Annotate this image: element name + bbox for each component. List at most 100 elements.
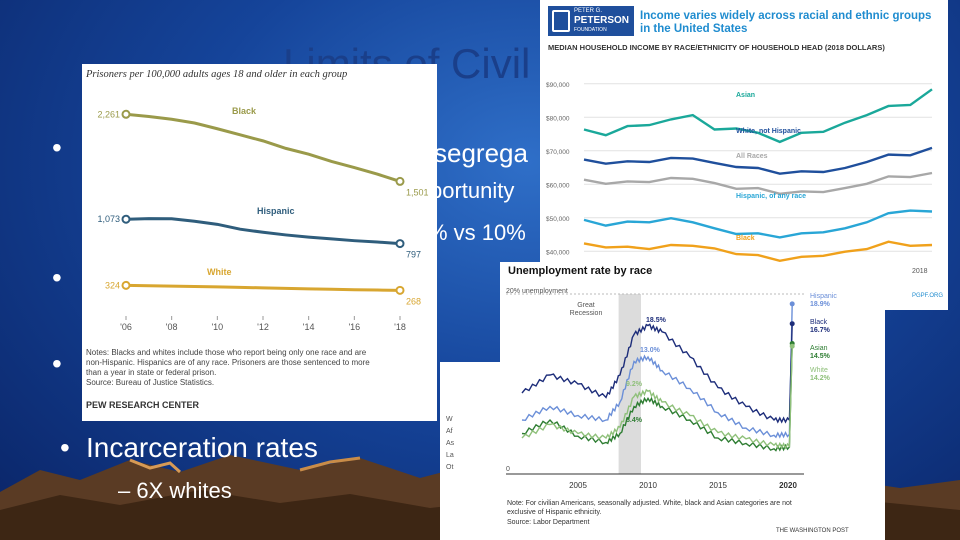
prison-end-label: 268 [406,296,421,306]
unemployment-end-point [789,343,795,349]
bullet-incarceration: • Incarceration rates [60,432,318,464]
prison-x-tick: '16 [348,322,360,332]
legend-item: As [446,440,455,447]
income-series-line [583,88,933,144]
prison-x-tick: '14 [303,322,315,332]
income-series-label: Hispanic, of any race [736,193,806,200]
unemployment-legend: W Af As La Ot [446,414,454,474]
prison-x-tick: '08 [166,322,178,332]
pew-credit: PEW RESEARCH CENTER [86,400,200,410]
income-y-tick: $50,000 [546,216,570,223]
prison-start-label: 2,261 [97,109,120,119]
wapo-credit: THE WASHINGTON POST [776,528,849,534]
prison-notes: Notes: Blacks and whites include those w… [86,348,431,388]
prison-series-name: Black [232,106,257,116]
sub-bullet-6x-whites: – 6X whites [118,478,232,503]
unemployment-end-label: 14.2% [810,375,831,382]
unemployment-peak-label: 18.5% [646,317,667,324]
income-chart-panel: PETER G. PETERSON FOUNDATION Income vari… [540,0,948,310]
unemployment-y-zero: 0 [506,466,510,473]
unemployment-chart-panel: Unemployment rate by race 20% unemployme… [440,262,885,540]
prison-series-name: White [207,267,232,277]
unemployment-notes: Note: For civilian Americans, seasonally… [507,500,792,516]
unemployment-end-point [789,321,795,327]
bullet-1-sub-2-fragment: % vs 10% [428,220,526,245]
unemployment-panel-bg [440,262,885,540]
peterson-logo: PETER G. PETERSON FOUNDATION [548,6,634,36]
income-y-tick: $40,000 [546,249,570,256]
income-y-tick: $70,000 [546,149,570,156]
prison-series-line [125,112,401,183]
unemployment-top-label: 20% unemployment [506,288,568,295]
prison-end-point [395,239,405,249]
income-chart: $90,000 $80,000 $70,000 $60,000 $50,000 $40,0… [546,82,933,263]
income-y-tick: $90,000 [546,82,570,89]
prison-note-line: Source: Bureau of Justice Statistics. [86,378,215,387]
income-subtitle: MEDIAN HOUSEHOLD INCOME BY RACE/ETHNICIT… [548,43,885,52]
unemployment-end-label: 16.7% [810,327,831,334]
unemployment-end-point [789,301,795,307]
income-series-label: White, not Hispanic [736,128,801,135]
unemployment-series-name: Black [810,319,828,326]
legend-item: Ot [446,464,454,471]
bullet-2-dot: • [52,262,62,293]
bullet-1-sub-1-fragment: portunity [430,178,515,203]
unemployment-x-tick: 2020 [779,481,797,490]
unemployment-peak-label: 9.2% [626,381,643,388]
bullet-1-fragment: segrega [434,138,528,168]
prison-note-line: Notes: Blacks and whites include those w… [86,348,367,357]
unemployment-series-line [521,346,793,450]
income-series-label: Asian [736,92,755,99]
income-y-tick: $80,000 [546,115,570,122]
unemployment-x-tick: 2010 [639,481,657,490]
prison-note-line: than a year in state or federal prison. [86,368,217,377]
income-series-line [583,146,933,175]
prison-end-label: 1,501 [406,187,429,197]
prison-chart-panel: Prisoners per 100,000 adults ages 18 and… [82,64,437,421]
income-series-line [583,171,933,196]
unemployment-series-line [521,343,793,452]
logo-mid: PETERSON [574,15,630,26]
income-series-label: All Races [736,153,768,160]
unemployment-series-name: White [810,367,828,374]
prison-start-label: 324 [105,280,120,290]
prison-series-line [125,217,401,246]
bullet-1: • [52,132,78,164]
prison-series-name: Hispanic [257,206,295,216]
legend-item: Af [446,428,453,435]
income-last-year: 2018 [912,268,928,275]
bullet-incarceration-dot: • [60,432,70,463]
prison-note-line: non-Hispanic. Hispanics are of any race.… [86,358,370,367]
bullet-1-dot: • [52,132,62,163]
unemployment-series-name: Asian [810,345,828,352]
prison-start-label: 1,073 [97,214,120,224]
income-headline: Income varies widely across racial and e… [640,10,932,35]
prison-chart: '06 '08 '10 '12 '14 '16 '18 2,261 1,501 Black 1,07… [97,106,429,332]
prison-x-tick: '10 [211,322,223,332]
unemployment-x-tick: 2015 [709,481,727,490]
recession-label: Great Recession [569,302,603,317]
bullet-incarceration-text: Incarceration rates [86,432,318,463]
logo-bot: FOUNDATION [574,27,607,33]
income-series-label: Black [736,235,755,242]
prison-start-point [121,109,131,119]
unemployment-end-label: 18.9% [810,301,831,308]
bullet-3-dot: • [52,348,62,379]
logo-top: PETER G. [574,8,603,14]
income-series-line [583,209,933,239]
prison-x-tick: '06 [120,322,132,332]
prison-end-point [395,176,405,186]
prison-series-line [125,283,401,292]
income-y-tick: $60,000 [546,182,570,189]
prison-start-point [121,214,131,224]
unemployment-x-tick: 2005 [569,481,587,490]
unemployment-title: Unemployment rate by race [508,265,653,277]
unemployment-series-line [521,323,793,424]
legend-item: La [446,452,454,459]
prison-x-tick: '18 [394,322,406,332]
income-series-line [583,240,933,263]
prison-start-point [121,280,131,290]
prison-end-label: 797 [406,250,421,260]
